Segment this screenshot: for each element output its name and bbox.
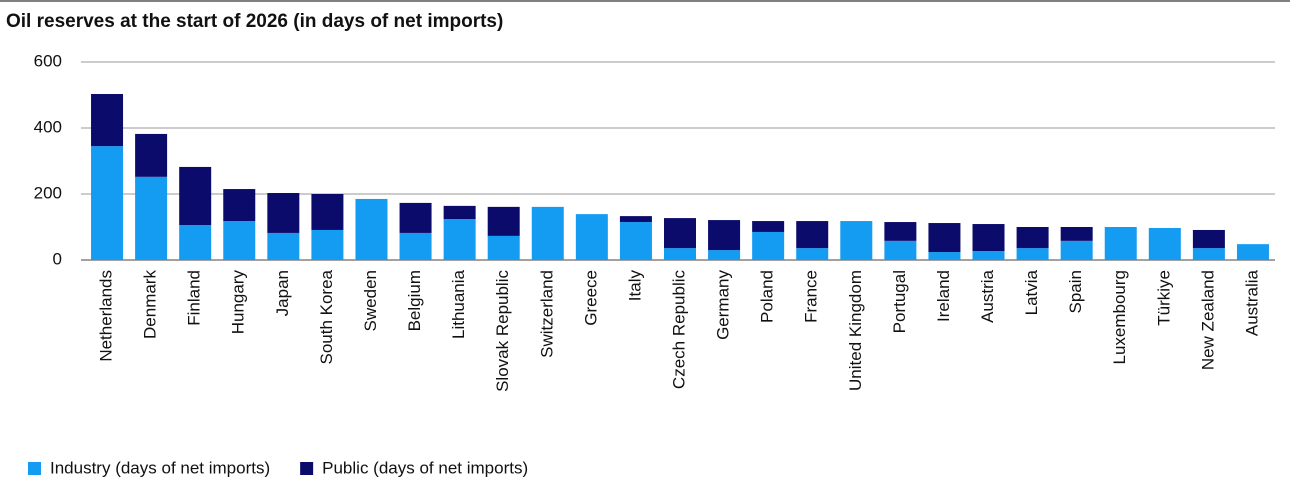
bar-segment xyxy=(1104,227,1137,260)
bar-segment xyxy=(135,176,168,260)
x-tick-label: New Zealand xyxy=(1198,270,1217,370)
x-tick-label: South Korea xyxy=(317,269,336,364)
bar-segment xyxy=(619,216,652,223)
bar-segment xyxy=(752,231,785,260)
x-tick-label: Sweden xyxy=(361,270,380,331)
bar-segment xyxy=(487,206,520,236)
x-tick-label: United Kingdom xyxy=(846,270,865,391)
x-tick-label: Switzerland xyxy=(537,270,556,358)
x-tick-label: Belgium xyxy=(405,270,424,331)
bar-segment xyxy=(311,229,344,260)
bar-segment xyxy=(752,221,785,232)
bar-segment xyxy=(91,94,124,147)
x-tick-label: Slovak Republic xyxy=(493,270,512,392)
bar-segment xyxy=(487,235,520,260)
bar-segment xyxy=(884,222,917,241)
bar-segment xyxy=(796,248,829,260)
bar-segment xyxy=(311,194,344,230)
y-tick-label: 600 xyxy=(34,51,62,70)
bar-segment xyxy=(1148,227,1181,260)
bar-segment xyxy=(1192,248,1225,260)
bar-segment xyxy=(972,251,1005,260)
bar-segment xyxy=(840,221,873,260)
x-tick-label: Austria xyxy=(978,269,997,322)
bar-segment xyxy=(708,220,741,251)
legend-swatch xyxy=(300,462,314,475)
x-tick-label: Ireland xyxy=(934,270,953,322)
bar-segment xyxy=(619,222,652,260)
x-tick-label: Japan xyxy=(273,270,292,316)
legend-swatch xyxy=(28,462,41,475)
bar-segment xyxy=(1016,227,1049,249)
bar-segment xyxy=(179,166,212,226)
legend-label: Industry (days of net imports) xyxy=(50,458,270,477)
x-tick-label: Portugal xyxy=(890,270,909,333)
bar-segment xyxy=(531,206,564,260)
x-tick-label: Australia xyxy=(1242,269,1261,336)
bar-segment xyxy=(796,221,829,249)
x-tick-label: Germany xyxy=(714,270,733,340)
y-tick-label: 400 xyxy=(34,117,62,136)
bar-segment xyxy=(1016,248,1049,260)
bar-segment xyxy=(1236,244,1269,260)
bar-segment xyxy=(267,232,300,260)
x-tick-label: Poland xyxy=(758,270,777,323)
bar-segment xyxy=(1060,240,1093,260)
bar-segment xyxy=(884,240,917,260)
bar-segment xyxy=(443,205,476,220)
bar-segment xyxy=(91,146,124,260)
legend-label: Public (days of net imports) xyxy=(322,458,528,477)
bar-segment xyxy=(928,252,961,260)
bar-segment xyxy=(1060,227,1093,241)
bar-segment xyxy=(267,193,300,233)
x-tick-label: Greece xyxy=(581,270,600,326)
bar-segment xyxy=(443,219,476,260)
x-tick-label: Latvia xyxy=(1022,269,1041,315)
x-tick-label: Hungary xyxy=(229,270,248,335)
y-tick-label: 0 xyxy=(53,249,62,268)
bar-segment xyxy=(135,133,168,177)
x-tick-label: Italy xyxy=(625,270,644,302)
bar-segment xyxy=(223,189,256,222)
x-tick-label: Türkiye xyxy=(1154,270,1173,326)
x-tick-label: Netherlands xyxy=(97,270,116,362)
x-tick-label: Denmark xyxy=(141,270,160,339)
bar-segment xyxy=(1192,229,1225,249)
bar-segment xyxy=(708,250,741,260)
chart-title: Oil reserves at the start of 2026 (in da… xyxy=(6,11,503,32)
bar-segment xyxy=(399,202,432,233)
bar-segment xyxy=(664,248,696,260)
bar-segment xyxy=(928,223,961,253)
bar-segment xyxy=(664,218,696,249)
x-tick-label: Spain xyxy=(1066,270,1085,313)
bar-segment xyxy=(575,214,608,260)
bar-segment xyxy=(223,221,256,260)
x-tick-label: Finland xyxy=(185,270,204,326)
y-tick-label: 200 xyxy=(34,183,62,202)
bar-segment xyxy=(399,232,432,260)
x-tick-label: France xyxy=(802,270,821,323)
x-tick-label: Czech Republic xyxy=(669,270,688,390)
x-tick-label: Lithuania xyxy=(449,269,468,339)
bar-segment xyxy=(355,198,388,260)
x-tick-label: Luxembourg xyxy=(1110,270,1129,365)
bar-segment xyxy=(972,224,1005,252)
bar-segment xyxy=(179,225,212,260)
